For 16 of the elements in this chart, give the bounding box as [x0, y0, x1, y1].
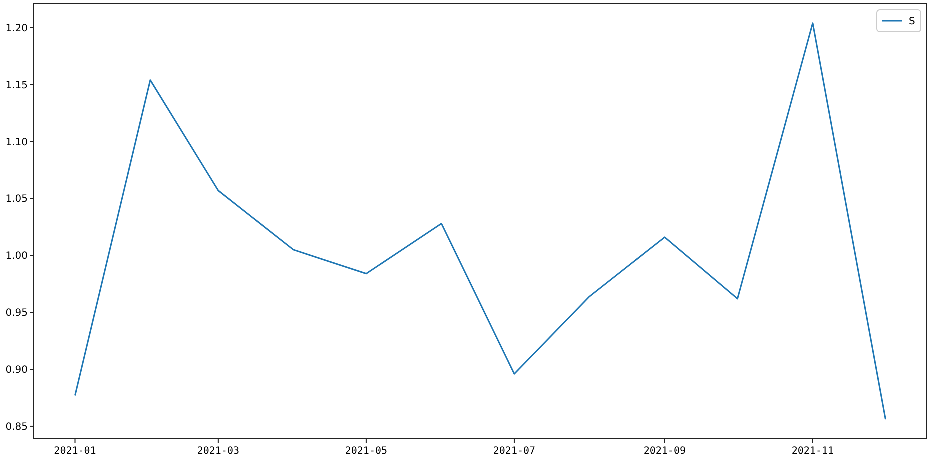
y-tick-label: 1.05	[6, 194, 28, 206]
x-tick-label: 2021-05	[345, 446, 388, 457]
y-tick-label: 1.20	[6, 23, 28, 34]
legend-label: S	[909, 16, 916, 28]
x-tick-label: 2021-09	[644, 446, 686, 457]
x-tick-label: 2021-11	[792, 446, 834, 457]
y-tick-label: 0.95	[6, 308, 28, 320]
x-tick-label: 2021-03	[197, 446, 240, 457]
y-tick-label: 1.00	[6, 251, 28, 262]
y-tick-label: 1.10	[6, 137, 28, 148]
x-tick-label: 2021-07	[493, 446, 536, 457]
line-series	[74, 22, 886, 420]
x-tick-label: 2021-01	[54, 446, 96, 457]
y-tick-label: 1.15	[6, 80, 28, 92]
y-tick-label: 0.85	[6, 422, 28, 433]
y-tick-label: 0.90	[6, 365, 28, 376]
